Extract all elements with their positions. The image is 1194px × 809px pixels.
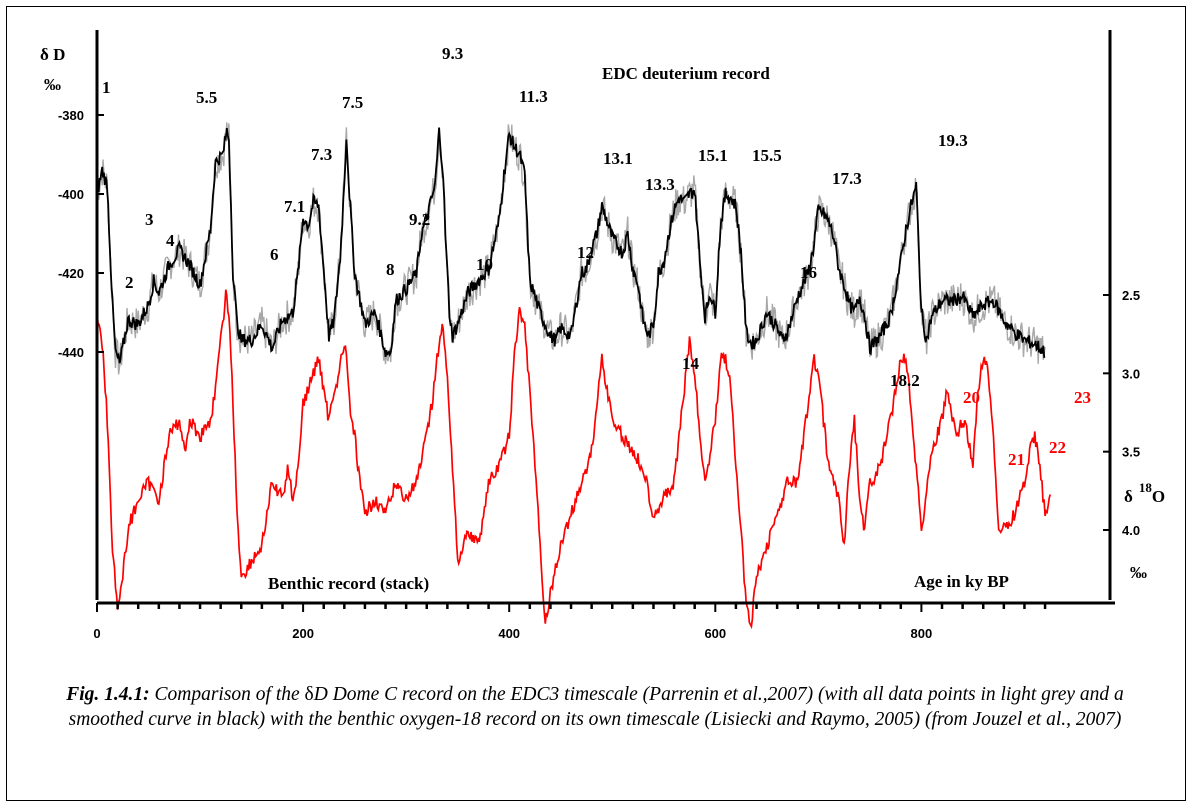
deuterium-smoothed-line (96, 127, 1046, 364)
stage-7.3: 7.3 (311, 145, 332, 164)
x-tick-label: 200 (292, 626, 314, 641)
stage-17.3: 17.3 (832, 169, 862, 188)
right-axis-label-o: O (1152, 487, 1165, 506)
stage-10: 10 (476, 255, 493, 274)
stage-9.2: 9.2 (409, 210, 430, 229)
paleoclimate-chart: 0 200 400 600 800 -380 -400 -420 -440 2.5 3.0 3.5… (40, 30, 1165, 641)
stage-19.3: 19.3 (938, 131, 968, 150)
right-tick-label: 2.5 (1122, 288, 1140, 303)
left-tick-label: -380 (58, 108, 84, 123)
benthic-title: Benthic record (stack) (268, 574, 429, 593)
right-axis-unit: ‰ (1130, 563, 1147, 582)
right-axis-label-delta: δ (1124, 487, 1133, 506)
stage-4: 4 (166, 231, 175, 250)
stage-16: 16 (800, 263, 817, 282)
benthic-line (96, 289, 1052, 630)
stage-3: 3 (145, 210, 154, 229)
stage-annotations: 1 2 3 4 5.5 6 7.1 7.3 7.5 8 9.2 9.3 10 1… (102, 44, 968, 390)
left-axis-label: δ D (40, 45, 65, 64)
left-tick-label: -420 (58, 266, 84, 281)
right-axis-label: δ 18O (1124, 480, 1165, 506)
caption-text-1: Comparison of the (149, 684, 305, 705)
x-tick-label: 600 (704, 626, 726, 641)
left-tick-label: -440 (58, 345, 84, 360)
figure-caption: Fig. 1.4.1: Comparison of the δD Dome C … (40, 682, 1150, 732)
stage-14: 14 (682, 354, 700, 373)
x-tick-label: 800 (911, 626, 933, 641)
plot-area (96, 122, 1052, 630)
stage-18.2: 18.2 (890, 371, 920, 390)
stage-22: 22 (1049, 438, 1066, 457)
caption-delta: δ (304, 684, 314, 705)
stage-2: 2 (125, 273, 134, 292)
x-axis-label: Age in ky BP (914, 572, 1009, 591)
right-tick-label: 4.0 (1122, 523, 1140, 538)
x-tick-labels: 0 200 400 600 800 (93, 626, 932, 641)
left-tick-label: -400 (58, 187, 84, 202)
stage-12: 12 (577, 243, 594, 262)
stage-13.1: 13.1 (603, 149, 633, 168)
x-tick-label: 400 (498, 626, 520, 641)
figure-frame (6, 6, 1186, 801)
left-axis-unit: ‰ (44, 75, 61, 94)
stage-23: 23 (1074, 388, 1091, 407)
stage-1: 1 (102, 78, 111, 97)
stage-20: 20 (963, 388, 980, 407)
stage-11.3: 11.3 (519, 87, 548, 106)
right-axis-label-sup: 18 (1139, 480, 1153, 495)
red-stage-annotations: 20 21 22 23 (963, 388, 1091, 469)
x-tick-label: 0 (93, 626, 100, 641)
stage-15.1: 15.1 (698, 146, 728, 165)
stage-13.3: 13.3 (645, 175, 675, 194)
caption-text-2: D Dome C record on the EDC3 timescale (P… (68, 684, 1124, 730)
right-tick-label: 3.0 (1122, 366, 1140, 381)
stage-5.5: 5.5 (196, 88, 217, 107)
left-tick-labels: -380 -400 -420 -440 (58, 108, 104, 360)
stage-9.3: 9.3 (442, 44, 463, 63)
stage-6: 6 (270, 245, 279, 264)
stage-7.1: 7.1 (284, 197, 305, 216)
stage-8: 8 (386, 260, 395, 279)
chart-title: EDC deuterium record (602, 64, 770, 83)
right-tick-label: 3.5 (1122, 445, 1140, 460)
stage-21: 21 (1008, 450, 1025, 469)
x-minor-ticks (96, 603, 1047, 612)
right-tick-labels: 2.5 3.0 3.5 4.0 (1103, 288, 1140, 538)
caption-fig-label: Fig. 1.4.1: (66, 684, 150, 705)
stage-7.5: 7.5 (342, 93, 363, 112)
stage-15.5: 15.5 (752, 146, 782, 165)
